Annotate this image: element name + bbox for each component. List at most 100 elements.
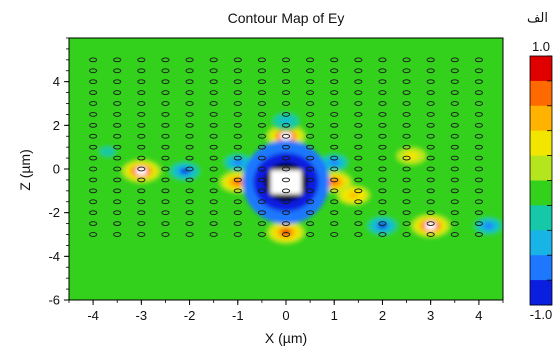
scatterer-ring xyxy=(281,57,291,63)
scatterer-ring xyxy=(161,210,170,216)
scatterer-ring xyxy=(89,210,98,216)
scatterer-ring xyxy=(402,232,411,237)
scatterer-ring xyxy=(306,90,315,95)
y-tick-label: 0 xyxy=(53,162,60,177)
scatterer-ring xyxy=(378,57,387,63)
scatterer-ring xyxy=(474,155,483,161)
scatterer-ring xyxy=(281,101,291,106)
scatterer-ring xyxy=(426,57,435,63)
scatterer-ring xyxy=(209,122,218,128)
scatterer-ring xyxy=(209,210,218,216)
scatterer-ring xyxy=(161,199,170,205)
scatterer-ring xyxy=(113,221,122,226)
scatterer-ring xyxy=(161,122,170,128)
scatterer-ring xyxy=(113,101,122,106)
scatterer-ring xyxy=(402,90,411,95)
field-hotspot xyxy=(233,159,243,166)
scatterer-ring xyxy=(450,112,459,117)
colorbar-swatch xyxy=(530,180,552,206)
scatterer-ring xyxy=(426,232,435,237)
x-tick-label: -4 xyxy=(87,308,99,323)
scatterer-ring xyxy=(354,122,363,128)
scatterer-ring xyxy=(450,188,459,194)
scatterer-ring xyxy=(89,155,98,161)
scatterer-ring xyxy=(474,166,483,172)
scatterer-ring xyxy=(137,210,146,216)
scatterer-ring xyxy=(378,199,387,205)
colorbar-swatch xyxy=(530,130,552,157)
scatterer-ring xyxy=(450,133,459,139)
scatterer-ring xyxy=(474,210,483,216)
scatterer-ring xyxy=(185,177,194,183)
scatterer-ring xyxy=(113,57,122,63)
scatterer-ring xyxy=(306,68,315,74)
scatterer-ring xyxy=(426,221,435,226)
scatterer-ring xyxy=(281,210,291,216)
colorbar-swatch xyxy=(530,280,552,306)
scatterer-ring xyxy=(161,177,170,183)
x-tick-label: 3 xyxy=(427,308,434,323)
scatterer-ring xyxy=(113,166,122,172)
scatterer-ring xyxy=(161,101,170,106)
colorbar-swatch xyxy=(530,155,552,181)
colorbar-swatch xyxy=(530,80,552,107)
scatterer-ring xyxy=(89,221,98,226)
scatterer-ring xyxy=(426,68,435,74)
scatterer-ring xyxy=(137,68,146,74)
scatterer-ring xyxy=(161,79,170,85)
chart-title: Contour Map of Ey xyxy=(228,10,345,26)
scatterer-ring xyxy=(185,57,194,63)
scatterer-ring xyxy=(209,166,218,172)
scatterer-ring xyxy=(209,112,218,117)
scatterer-ring xyxy=(185,79,194,85)
scatterer-ring xyxy=(233,101,242,106)
scatterer-ring xyxy=(306,166,315,172)
scatterer-ring xyxy=(354,144,363,150)
x-axis: -4 -3 -2 -1 0 1 2 3 4 xyxy=(68,300,504,323)
scatterer-ring xyxy=(161,232,170,237)
scatterer-ring xyxy=(233,155,242,161)
scatterer-ring xyxy=(354,79,363,85)
scatterer-ring xyxy=(113,188,122,194)
scatterer-ring xyxy=(354,133,363,139)
scatterer-ring xyxy=(137,112,146,117)
scatterer-ring xyxy=(89,144,98,150)
scatterer-ring xyxy=(354,177,363,183)
scatterer-ring xyxy=(450,144,459,150)
x-tick-label: -3 xyxy=(136,308,148,323)
scatterer-ring xyxy=(450,57,459,63)
scatterer-ring xyxy=(281,188,291,194)
scatterer-ring xyxy=(89,90,98,95)
scatterer-ring xyxy=(281,68,291,74)
scatterer-ring xyxy=(378,177,387,183)
scatterer-ring xyxy=(450,122,459,128)
scatterer-ring xyxy=(233,122,242,128)
scatterer-ring xyxy=(378,101,387,106)
scatterer-ring xyxy=(402,177,411,183)
scatterer-ring xyxy=(450,79,459,85)
scatterer-ring xyxy=(378,68,387,74)
scatterer-ring xyxy=(185,232,194,237)
scatterer-ring xyxy=(209,133,218,139)
scatterer-ring xyxy=(281,122,291,128)
scatterer-ring xyxy=(474,57,483,63)
scatterer-ring xyxy=(113,210,122,216)
scatterer-ring xyxy=(257,90,266,95)
scatterer-ring xyxy=(378,79,387,85)
corner-label: الف xyxy=(527,11,548,26)
scatterer-ring xyxy=(233,133,242,139)
scatterer-ring xyxy=(474,101,483,106)
scatterer-ring xyxy=(354,188,363,194)
scatterer-ring xyxy=(185,90,194,95)
scatterer-ring xyxy=(354,68,363,74)
scatterer-ring xyxy=(426,177,435,183)
scatterer-ring xyxy=(137,122,146,128)
scatterer-ring xyxy=(161,166,170,172)
scatterer-ring xyxy=(113,232,122,237)
scatterer-ring xyxy=(402,166,411,172)
scatterer-ring xyxy=(402,101,411,106)
scatterer-ring xyxy=(257,112,266,117)
scatterer-rings xyxy=(89,57,483,237)
scatterer-ring xyxy=(474,144,483,150)
scatterer-ring xyxy=(354,101,363,106)
